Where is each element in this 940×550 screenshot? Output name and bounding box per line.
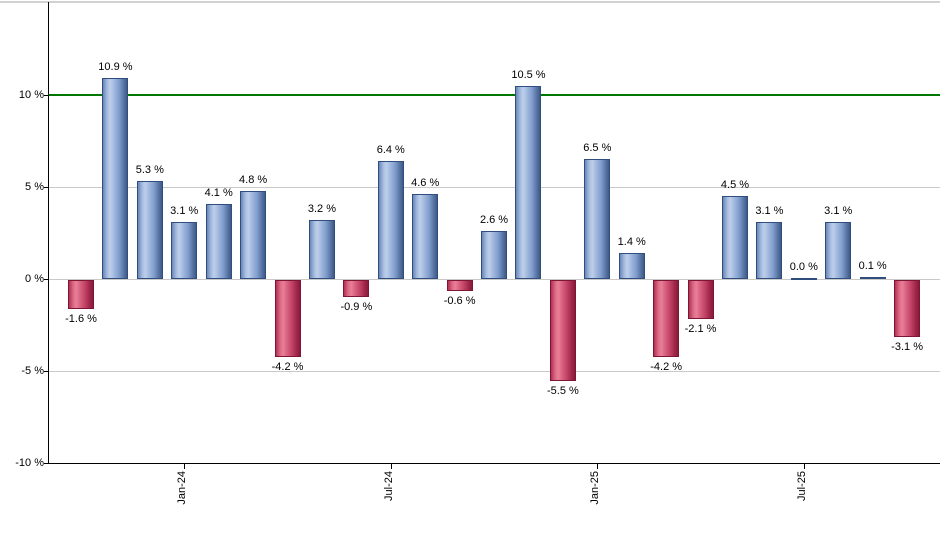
bar-negative xyxy=(68,280,94,310)
bar-positive xyxy=(308,220,335,279)
bar-positive xyxy=(584,159,611,279)
x-axis-line xyxy=(48,463,940,464)
bar-value-label: 0.0 % xyxy=(789,260,818,273)
bar-negative xyxy=(549,280,576,382)
bar-value-label: -4.2 % xyxy=(271,361,304,374)
x-axis-tick xyxy=(390,464,392,469)
bar-value-label: -4.2 % xyxy=(650,361,683,374)
bar-value-label: 5.3 % xyxy=(135,164,164,177)
x-axis-tick xyxy=(803,464,805,469)
x-axis-tick-label: Jan-25 xyxy=(589,471,602,505)
bar-value-label: 3.1 % xyxy=(170,204,199,217)
bar-value-label: 4.5 % xyxy=(720,179,750,192)
bar-positive xyxy=(377,161,404,279)
bar-positive xyxy=(136,181,163,279)
threshold-line-10pct xyxy=(48,94,940,96)
y-axis-tick xyxy=(44,371,48,372)
bar-positive xyxy=(859,277,886,280)
bar-value-label: -0.6 % xyxy=(443,295,476,308)
y-axis-tick-label: 0 % xyxy=(25,273,44,285)
bar-positive xyxy=(481,231,508,279)
bar-value-label: 6.5 % xyxy=(583,142,612,155)
x-axis-tick-label: Jul-24 xyxy=(382,471,395,501)
bar-value-label: 10.9 % xyxy=(98,61,133,74)
y-gridline xyxy=(48,371,940,372)
y-gridline xyxy=(48,187,940,188)
x-axis-tick-label: Jan-24 xyxy=(176,471,189,505)
bar-negative xyxy=(446,280,473,292)
bar-value-label: -2.1 % xyxy=(684,322,717,335)
x-axis-tick xyxy=(597,464,599,469)
x-axis-tick xyxy=(184,464,186,469)
bar-negative xyxy=(687,280,714,319)
bar-value-label: 1.4 % xyxy=(617,236,646,249)
bar-value-label: -1.6 % xyxy=(65,313,97,326)
y-axis-line xyxy=(48,2,49,463)
bar-value-label: 2.6 % xyxy=(479,214,509,227)
bar-positive xyxy=(790,277,817,280)
bar-value-label: 4.8 % xyxy=(239,173,268,186)
y-axis-tick-label: -10 % xyxy=(15,457,44,469)
bar-negative xyxy=(653,280,680,358)
y-axis-tick xyxy=(44,279,48,280)
bar-positive xyxy=(171,221,198,279)
bar-negative xyxy=(894,280,921,338)
chart-top-border xyxy=(0,1,940,3)
bar-positive xyxy=(618,253,645,279)
y-axis-tick-label: -5 % xyxy=(21,365,44,377)
x-axis-tick-label: Jul-25 xyxy=(795,471,808,501)
bar-value-label: 0.1 % xyxy=(858,260,887,273)
bar-value-label: 3.2 % xyxy=(307,203,337,216)
bar-value-label: 3.1 % xyxy=(824,204,853,217)
bar-positive xyxy=(240,190,267,279)
bar-positive xyxy=(756,221,783,279)
bar-value-label: -5.5 % xyxy=(546,385,579,398)
bar-negative xyxy=(343,280,370,297)
bar-value-label: 10.5 % xyxy=(511,68,546,81)
bar-positive xyxy=(205,203,232,279)
bar-value-label: -0.9 % xyxy=(340,300,373,313)
y-axis-tick xyxy=(44,463,48,464)
bar-positive xyxy=(412,194,439,279)
bar-positive xyxy=(721,196,748,279)
bar-value-label: 4.6 % xyxy=(411,177,440,190)
bar-value-label: 4.1 % xyxy=(204,186,233,199)
bar-positive xyxy=(515,85,542,279)
bar-value-label: 3.1 % xyxy=(755,204,784,217)
y-axis-tick-label: 5 % xyxy=(25,181,44,193)
bar-positive xyxy=(102,78,129,279)
bar-value-label: 6.4 % xyxy=(376,144,405,157)
y-gridline xyxy=(48,279,940,280)
y-axis-tick xyxy=(44,95,48,96)
y-axis-tick-label: 10 % xyxy=(18,89,44,101)
bar-value-label: -3.1 % xyxy=(891,341,923,354)
y-axis-tick xyxy=(44,187,48,188)
bar-negative xyxy=(274,280,301,358)
bar-positive xyxy=(825,221,852,279)
